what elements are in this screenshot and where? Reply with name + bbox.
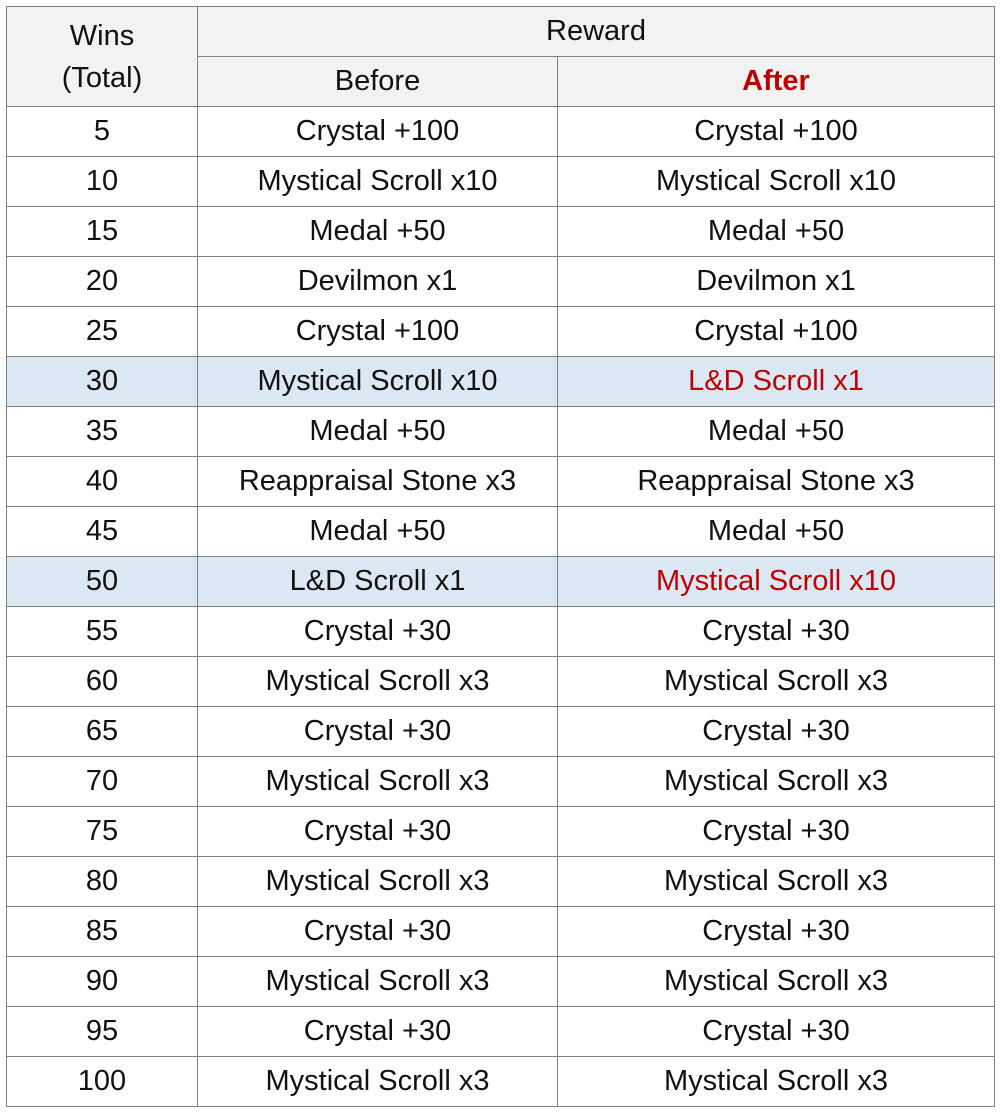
before-cell: Medal +50: [197, 506, 558, 557]
wins-cell: 75: [6, 806, 198, 857]
after-cell: Devilmon x1: [557, 256, 995, 307]
table-row: 50 L&D Scroll x1 Mystical Scroll x10: [6, 556, 995, 607]
before-cell: Mystical Scroll x3: [197, 1056, 558, 1107]
before-cell: Crystal +30: [197, 606, 558, 657]
after-cell: Mystical Scroll x10: [557, 156, 995, 207]
after-header: After: [557, 56, 995, 107]
table-row: 65 Crystal +30 Crystal +30: [6, 706, 995, 757]
before-cell: Mystical Scroll x10: [197, 356, 558, 407]
reward-table: Wins (Total) Reward Before After 5 Crystal…: [6, 6, 995, 1107]
after-cell: Mystical Scroll x3: [557, 856, 995, 907]
after-cell: Crystal +30: [557, 606, 995, 657]
wins-cell: 90: [6, 956, 198, 1007]
before-cell: Mystical Scroll x3: [197, 956, 558, 1007]
before-cell: Crystal +30: [197, 806, 558, 857]
table-row: 25 Crystal +100 Crystal +100: [6, 306, 995, 357]
header-row-top: Wins (Total) Reward: [6, 6, 995, 107]
after-cell: Mystical Scroll x3: [557, 756, 995, 807]
table-row: 60 Mystical Scroll x3 Mystical Scroll x3: [6, 656, 995, 707]
wins-cell: 40: [6, 456, 198, 507]
table-header: Wins (Total) Reward Before After: [6, 6, 995, 107]
after-cell: Crystal +30: [557, 806, 995, 857]
table-row: 35 Medal +50 Medal +50: [6, 406, 995, 457]
wins-cell: 35: [6, 406, 198, 457]
wins-cell: 60: [6, 656, 198, 707]
wins-cell: 20: [6, 256, 198, 307]
table-row: 95 Crystal +30 Crystal +30: [6, 1006, 995, 1057]
before-cell: Crystal +30: [197, 1006, 558, 1057]
table-row: 30 Mystical Scroll x10 L&D Scroll x1: [6, 356, 995, 407]
wins-cell: 10: [6, 156, 198, 207]
table-row: 20 Devilmon x1 Devilmon x1: [6, 256, 995, 307]
wins-cell: 65: [6, 706, 198, 757]
wins-cell: 70: [6, 756, 198, 807]
after-cell: Medal +50: [557, 406, 995, 457]
before-cell: Devilmon x1: [197, 256, 558, 307]
after-cell: Crystal +100: [557, 306, 995, 357]
before-cell: Mystical Scroll x3: [197, 656, 558, 707]
wins-cell: 30: [6, 356, 198, 407]
wins-cell: 45: [6, 506, 198, 557]
table-row: 80 Mystical Scroll x3 Mystical Scroll x3: [6, 856, 995, 907]
after-cell: Reappraisal Stone x3: [557, 456, 995, 507]
table-row: 70 Mystical Scroll x3 Mystical Scroll x3: [6, 756, 995, 807]
table-row: 85 Crystal +30 Crystal +30: [6, 906, 995, 957]
wins-cell: 5: [6, 106, 198, 157]
table-row: 55 Crystal +30 Crystal +30: [6, 606, 995, 657]
after-cell: Mystical Scroll x3: [557, 1056, 995, 1107]
table-row: 100 Mystical Scroll x3 Mystical Scroll x3: [6, 1056, 995, 1107]
before-cell: Mystical Scroll x3: [197, 856, 558, 907]
table-row: 75 Crystal +30 Crystal +30: [6, 806, 995, 857]
wins-cell: 95: [6, 1006, 198, 1057]
wins-header-line1: Wins: [69, 19, 135, 52]
after-cell: Crystal +30: [557, 906, 995, 957]
after-cell: L&D Scroll x1: [557, 356, 995, 407]
wins-header-line2: (Total): [61, 61, 143, 94]
after-cell: Crystal +30: [557, 1006, 995, 1057]
wins-cell: 85: [6, 906, 198, 957]
reward-header: Reward: [197, 6, 995, 57]
before-cell: Medal +50: [197, 206, 558, 257]
table-row: 90 Mystical Scroll x3 Mystical Scroll x3: [6, 956, 995, 1007]
wins-cell: 25: [6, 306, 198, 357]
after-cell: Crystal +30: [557, 706, 995, 757]
wins-cell: 80: [6, 856, 198, 907]
before-cell: L&D Scroll x1: [197, 556, 558, 607]
header-row-bottom: Before After: [7, 56, 995, 107]
table-row: 40 Reappraisal Stone x3 Reappraisal Stone …: [6, 456, 995, 507]
wins-total-header: Wins (Total): [6, 6, 198, 107]
table-row: 10 Mystical Scroll x10 Mystical Scroll x10: [6, 156, 995, 207]
table-row: 5 Crystal +100 Crystal +100: [6, 106, 995, 157]
wins-cell: 15: [6, 206, 198, 257]
after-cell: Mystical Scroll x3: [557, 656, 995, 707]
table-row: 15 Medal +50 Medal +50: [6, 206, 995, 257]
after-cell: Mystical Scroll x10: [557, 556, 995, 607]
after-cell: Medal +50: [557, 206, 995, 257]
before-cell: Mystical Scroll x10: [197, 156, 558, 207]
before-cell: Reappraisal Stone x3: [197, 456, 558, 507]
wins-cell: 100: [6, 1056, 198, 1107]
before-cell: Medal +50: [197, 406, 558, 457]
before-cell: Crystal +100: [197, 106, 558, 157]
before-cell: Crystal +30: [197, 906, 558, 957]
before-cell: Mystical Scroll x3: [197, 756, 558, 807]
after-cell: Medal +50: [557, 506, 995, 557]
after-cell: Mystical Scroll x3: [557, 956, 995, 1007]
after-cell: Crystal +100: [557, 106, 995, 157]
wins-cell: 50: [6, 556, 198, 607]
table-body: 5 Crystal +100 Crystal +100 10 Mystical Scro…: [6, 106, 995, 1107]
table-row: 45 Medal +50 Medal +50: [6, 506, 995, 557]
wins-cell: 55: [6, 606, 198, 657]
before-cell: Crystal +30: [197, 706, 558, 757]
before-header: Before: [197, 56, 558, 107]
before-cell: Crystal +100: [197, 306, 558, 357]
